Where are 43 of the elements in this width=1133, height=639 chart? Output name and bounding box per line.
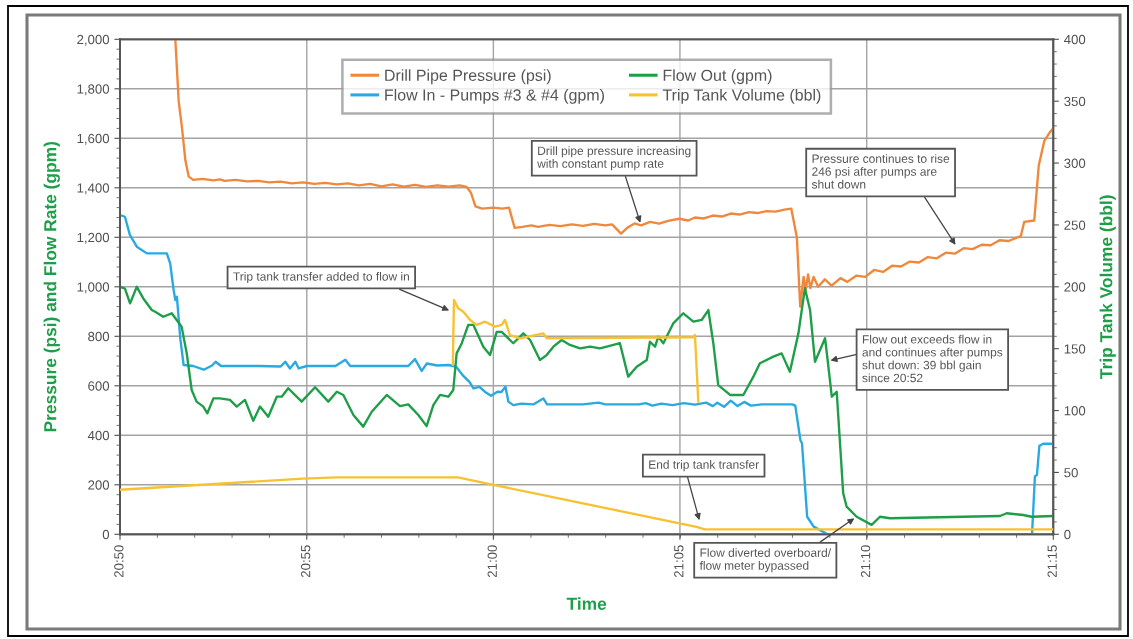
annotation: End trip tank transfer [649,460,759,472]
annotation: Flow out exceeds flow in and continues after pumps shut down: 39 bbl gain since 20:52 [862,334,1003,383]
line-series [120,476,1054,531]
legend-label: Flow In - Pumps #3 & #4 (gpm) [385,88,604,104]
y2-tick-label: 50 [1064,467,1078,478]
line-series [451,298,700,403]
y-tick-label: 1,400 [77,183,110,195]
line-series [174,39,1054,308]
y2-tick-label: 400 [1064,34,1086,45]
y-tick-label: 1,800 [77,84,110,96]
x-tick-label: 21:10 [860,545,871,578]
y2-tick-label: 200 [1064,282,1086,292]
x-tick-label: 21:00 [487,545,497,578]
legend-label: Trip Tank Volume (bbl) [662,88,821,104]
annotation: Trip tank transfer added to flow in [233,271,409,284]
line-series [120,285,1054,527]
y2-axis-title: Trip Tank Volume (bbl) [1099,195,1116,379]
y-tick-label: 400 [87,430,110,441]
y-tick-label: 1,000 [77,282,110,294]
y-tick-label: 0 [102,529,110,540]
x-tick-label: 20:50 [114,545,124,578]
annotation: Flow diverted overboard/ flow meter bypassed [699,548,832,573]
y-tick-label: 800 [88,331,110,342]
y2-tick-label: 150 [1064,344,1086,354]
y-tick-label: 1,200 [77,232,110,244]
x-axis-title: Time [566,597,607,610]
legend-label: Drill Pipe Pressure (psi) [385,69,551,85]
y2-tick-label: 350 [1064,96,1086,107]
y-axis-title: Pressure (psi) and Flow Rate (gpm) [43,141,60,432]
annotation: Drill pipe pressure increasing with constant pump rate [537,146,691,171]
y-tick-label: 2,000 [77,34,110,46]
annotation: Pressure continues to rise 246 psi after pumps are shut down [811,154,950,189]
x-tick-label: 20:55 [300,545,311,578]
y2-tick-label: 100 [1064,406,1086,416]
x-tick-label: 21:15 [1047,545,1057,578]
y-tick-label: 200 [88,480,110,490]
legend-label: Flow Out (gpm) [663,69,772,85]
x-tick-label: 21:05 [674,545,684,578]
y2-tick-label: 300 [1064,158,1086,168]
y2-tick-label: 0 [1064,529,1071,540]
y-tick-label: 600 [88,381,110,391]
y2-tick-label: 250 [1064,220,1086,230]
y-tick-label: 1,600 [77,133,110,145]
